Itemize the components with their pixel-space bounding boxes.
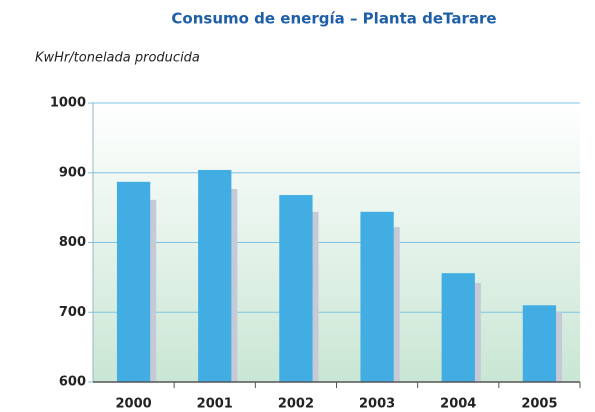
- bar: [360, 211, 394, 382]
- y-tick-label: 700: [59, 305, 86, 320]
- y-tick-label: 600: [59, 375, 86, 390]
- chart-title: Consumo de energía – Planta deTarare: [171, 10, 496, 28]
- x-tick-label: 2004: [440, 397, 476, 412]
- y-tick-label: 1000: [50, 96, 86, 111]
- bar: [441, 273, 475, 382]
- subtitle: KwHr/tonelada producida: [35, 51, 200, 66]
- bar: [198, 169, 232, 382]
- x-tick-label: 2005: [521, 397, 557, 412]
- bar: [522, 305, 557, 382]
- x-tick-label: 2001: [197, 397, 233, 412]
- bar: [116, 181, 151, 382]
- x-tick-label: 2002: [278, 397, 314, 412]
- y-tick-label: 800: [59, 235, 86, 250]
- y-tick-label: 900: [59, 165, 86, 180]
- bar: [279, 195, 313, 382]
- x-tick-label: 2000: [115, 397, 151, 412]
- x-tick-label: 2003: [359, 397, 395, 412]
